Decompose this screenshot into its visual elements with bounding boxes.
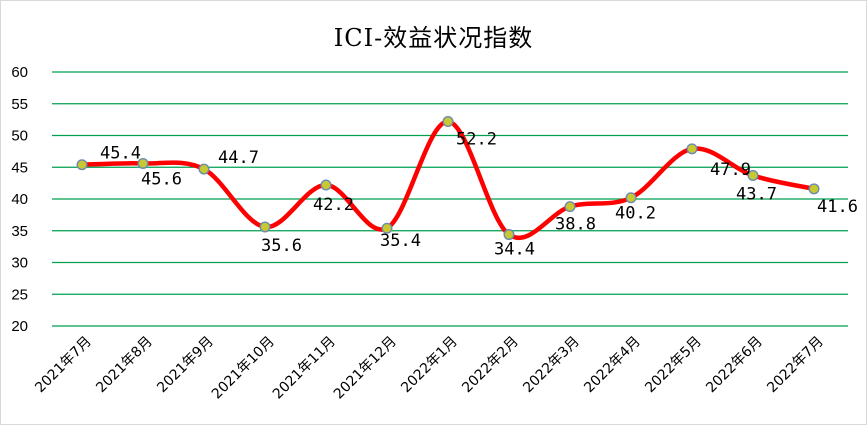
series-line bbox=[79, 119, 817, 240]
data-points bbox=[76, 116, 820, 241]
y-tick-label: 60 bbox=[11, 64, 28, 81]
x-tick-label: 2022年1月 bbox=[398, 334, 461, 397]
x-tick-label: 2022年6月 bbox=[703, 334, 766, 397]
x-axis-ticks: 2021年7月2021年8月2021年9月2021年10月2021年11月202… bbox=[32, 334, 827, 403]
data-label: 42.2 bbox=[313, 195, 354, 215]
y-tick-label: 20 bbox=[11, 318, 28, 335]
data-label: 52.2 bbox=[456, 130, 497, 150]
data-label: 45.6 bbox=[141, 169, 182, 189]
data-point bbox=[259, 221, 271, 233]
data-point bbox=[442, 116, 454, 128]
data-point bbox=[625, 192, 637, 204]
data-label: 34.4 bbox=[494, 240, 535, 260]
x-tick-label: 2021年7月 bbox=[32, 334, 95, 397]
x-tick-label: 2022年7月 bbox=[764, 334, 827, 397]
y-tick-label: 30 bbox=[11, 255, 28, 272]
x-tick-label: 2021年9月 bbox=[154, 334, 217, 397]
data-label: 38.8 bbox=[555, 215, 596, 235]
data-point bbox=[503, 229, 515, 241]
x-tick-label: 2022年4月 bbox=[581, 334, 644, 397]
x-tick-label: 2022年3月 bbox=[520, 334, 583, 397]
data-point bbox=[808, 183, 820, 195]
data-label: 45.4 bbox=[100, 144, 141, 164]
data-point bbox=[76, 159, 88, 171]
data-label: 35.4 bbox=[380, 231, 421, 251]
data-label: 47.9 bbox=[710, 160, 751, 180]
data-point bbox=[381, 222, 393, 234]
data-point bbox=[137, 157, 149, 169]
data-label: 35.6 bbox=[261, 236, 302, 256]
x-tick-label: 2021年10月 bbox=[209, 334, 278, 403]
data-label: 41.6 bbox=[817, 197, 858, 217]
x-tick-label: 2021年8月 bbox=[93, 334, 156, 397]
x-tick-label: 2021年12月 bbox=[331, 334, 400, 403]
data-labels: 45.445.6 44.7 35.6 42.2 35.4 52.2 34.4 38.8 40.2… bbox=[100, 130, 858, 260]
data-point bbox=[564, 201, 576, 213]
y-tick-label: 55 bbox=[11, 96, 28, 113]
y-tick-label: 40 bbox=[11, 191, 28, 208]
y-tick-label: 35 bbox=[11, 223, 28, 240]
gridlines bbox=[52, 71, 848, 327]
data-label: 44.7 bbox=[218, 148, 259, 168]
data-point bbox=[747, 170, 759, 182]
data-point bbox=[320, 179, 332, 191]
x-tick-label: 2022年5月 bbox=[642, 334, 705, 397]
y-tick-label: 25 bbox=[11, 286, 28, 303]
y-tick-label: 50 bbox=[11, 128, 28, 145]
chart-title: ICI-效益状况指数 bbox=[333, 24, 534, 52]
x-tick-label: 2021年11月 bbox=[270, 334, 339, 403]
data-point bbox=[198, 163, 210, 175]
data-label: 40.2 bbox=[615, 204, 656, 224]
y-axis-ticks: 20 25 30 35 40 45 50 55 60 bbox=[11, 64, 28, 335]
data-point bbox=[686, 143, 698, 155]
y-tick-label: 45 bbox=[11, 159, 28, 176]
data-label: 43.7 bbox=[736, 185, 777, 205]
x-tick-label: 2022年2月 bbox=[459, 334, 522, 397]
